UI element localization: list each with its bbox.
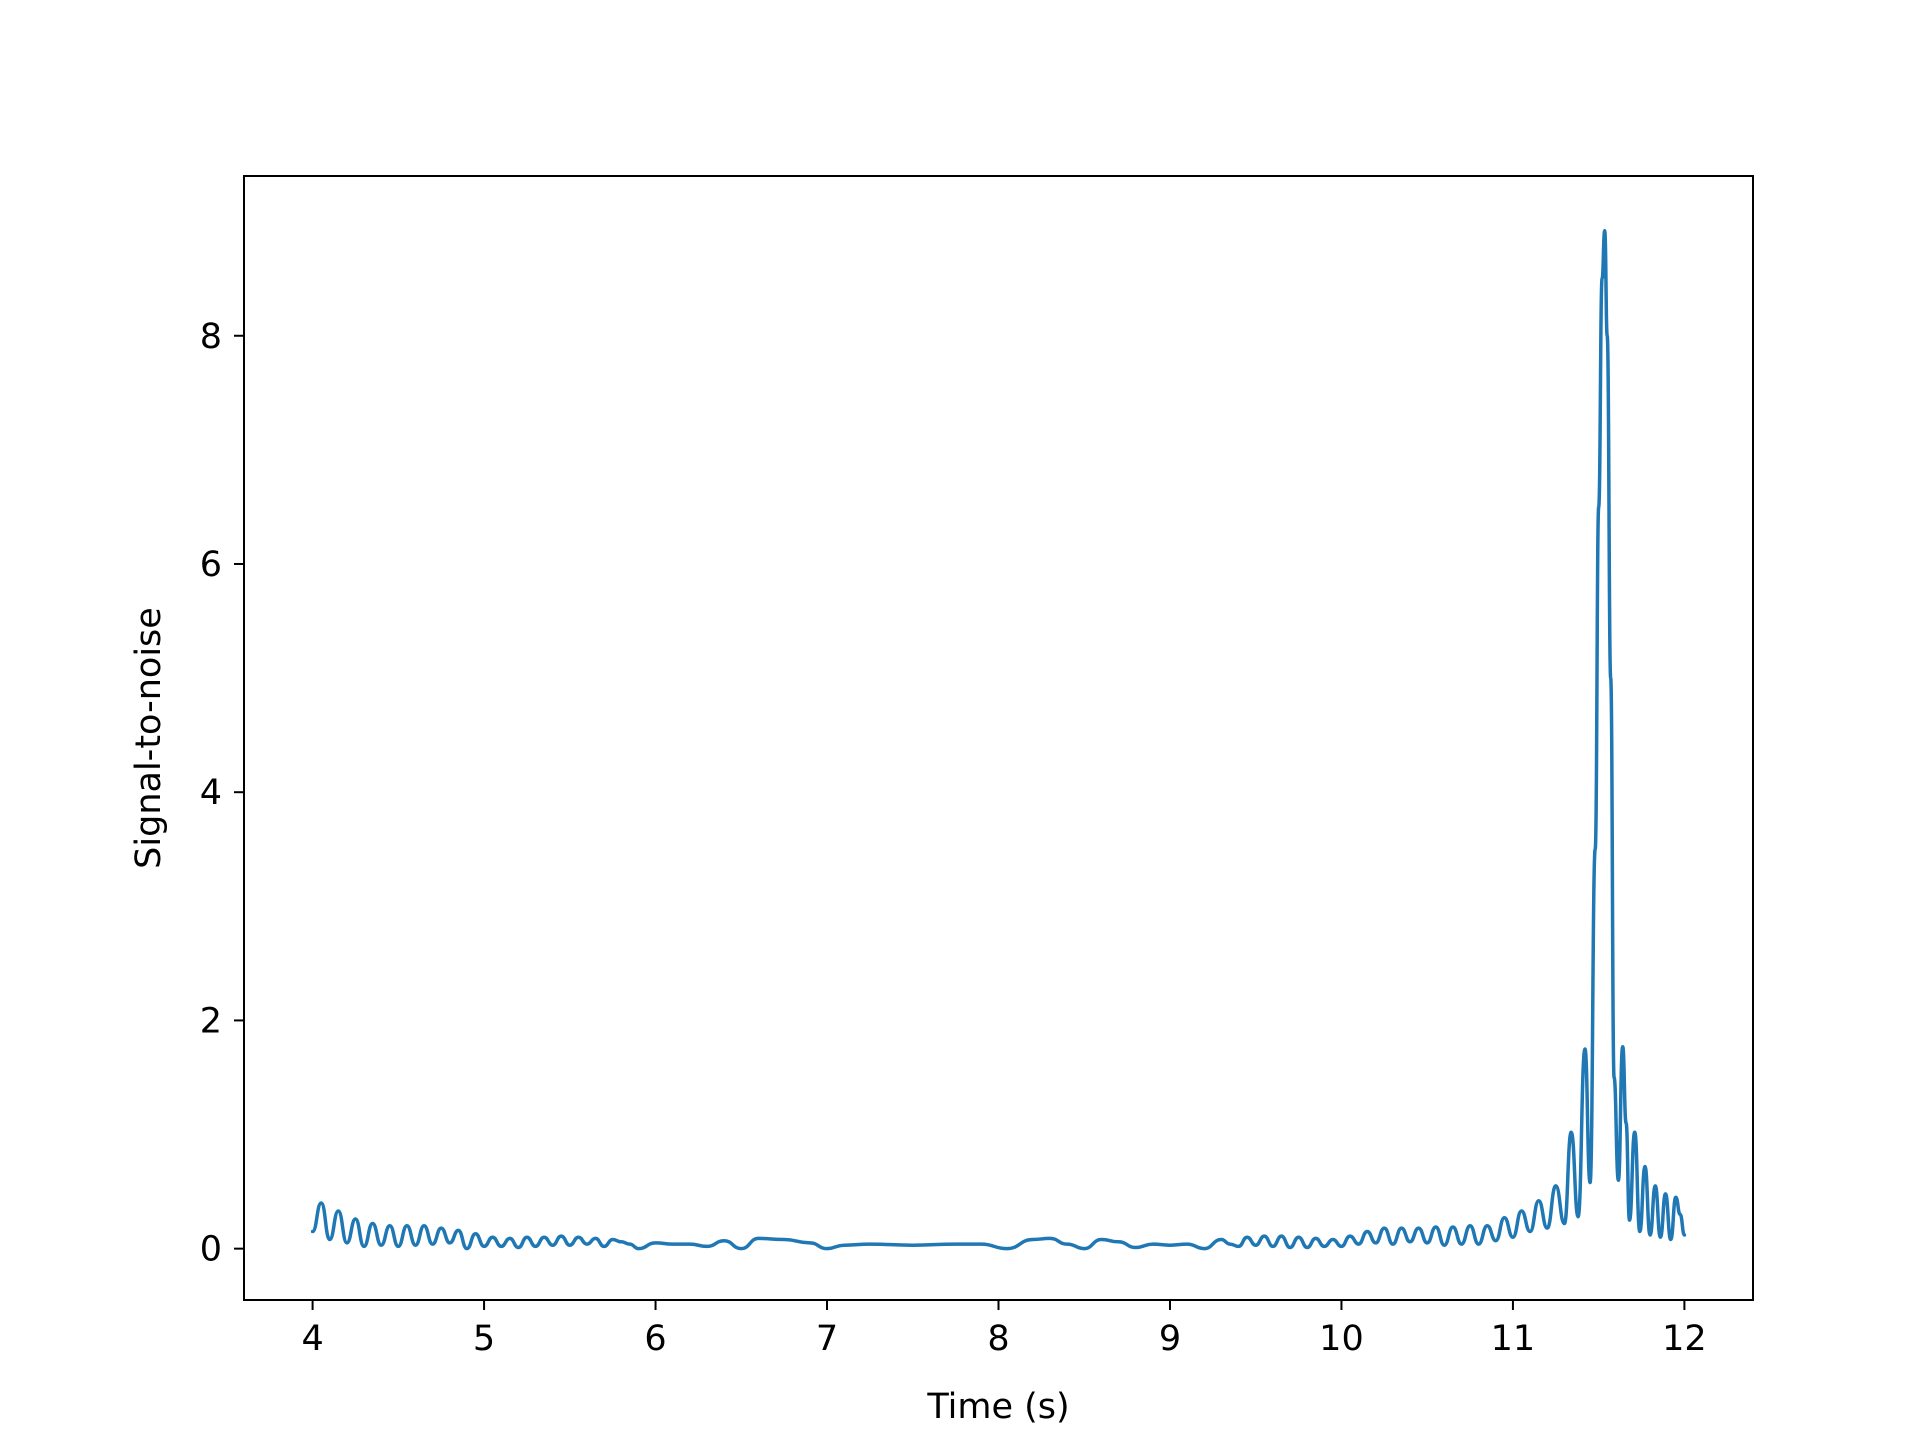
y-axis-label: Signal-to-noise <box>129 607 169 869</box>
x-tick-label: 9 <box>1159 1319 1181 1359</box>
x-axis-label: Time (s) <box>926 1387 1069 1427</box>
x-tick-label: 7 <box>816 1319 838 1359</box>
x-tick-label: 12 <box>1662 1319 1707 1359</box>
y-tick-label: 0 <box>200 1230 222 1270</box>
x-axis-ticks: 4 5 6 7 8 9 10 11 12 <box>301 1300 1707 1359</box>
x-tick-label: 11 <box>1491 1319 1536 1359</box>
x-tick-label: 10 <box>1319 1319 1364 1359</box>
plot-frame <box>243 175 1754 1301</box>
x-tick-label: 4 <box>301 1319 323 1359</box>
y-tick-label: 4 <box>200 773 222 813</box>
y-tick-label: 8 <box>200 317 222 357</box>
series-line <box>310 229 1687 1251</box>
x-tick-label: 8 <box>987 1319 1009 1359</box>
y-tick-label: 2 <box>200 1001 222 1041</box>
x-tick-label: 5 <box>473 1319 495 1359</box>
y-axis-ticks: 0 2 4 6 8 <box>200 317 244 1270</box>
y-tick-label: 6 <box>200 545 222 585</box>
x-tick-label: 6 <box>644 1319 666 1359</box>
